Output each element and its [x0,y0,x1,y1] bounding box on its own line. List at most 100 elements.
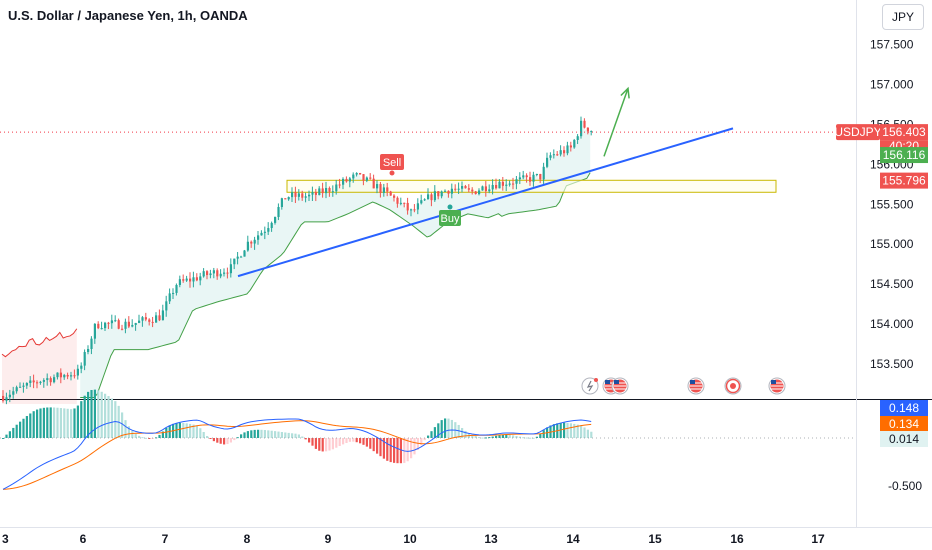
candle [321,182,324,198]
candle [189,272,192,288]
candle [450,183,453,199]
candle-body [127,321,130,327]
candle-body [359,172,362,175]
macd-hist-bar [420,438,423,446]
candle-body [471,189,474,192]
macd-hist-bar [121,412,124,438]
macd-hist-bar [573,423,576,438]
time-tick-label: 7 [162,532,169,546]
candle [36,380,39,389]
candle [168,288,171,305]
candle [257,231,260,245]
candle [158,309,161,322]
macd-hist-bar [2,438,5,439]
projection-arrow[interactable] [603,86,630,157]
candle [342,177,345,190]
price-axis[interactable]: 153.500154.000154.500155.000155.500156.0… [834,38,928,494]
candle-body [372,178,375,189]
candle-body [12,391,15,395]
candle-body [236,256,239,259]
candle-body [233,258,236,265]
candle-body [5,397,8,401]
candle-body [542,166,545,180]
candle [464,184,467,189]
candle [430,192,433,207]
event-icons[interactable] [581,377,786,395]
candle [491,179,494,195]
candle-body [376,184,379,189]
candle [318,186,321,196]
candle-body [80,365,83,369]
macd-hist-bar [410,438,413,459]
macd-hist-bar [267,430,270,438]
candle-body [369,177,372,179]
macd-hist-bar [328,438,331,451]
candle [270,221,273,232]
candle [104,321,107,332]
stop-fill-red [2,328,77,404]
symbol-tag: USDJPY [834,124,882,141]
candle [80,362,83,374]
macd-hist-bar [539,433,542,438]
candle [304,192,307,203]
us-flag-icon [687,377,705,395]
macd-hist-bar [124,420,127,438]
stop-green-tag: 156.116 [880,147,928,164]
candle-body [321,188,324,194]
candle [481,185,484,191]
candle [263,226,266,240]
signal-value-tag: 0.134 [880,416,928,432]
stop-line-red [1,328,78,358]
candle-body [56,372,59,378]
candle [518,172,521,185]
macd-hist-bar [369,438,372,449]
candle [117,318,120,330]
macd-hist-bar [437,423,440,438]
candle-body [260,232,263,236]
time-tick-label: 14 [566,532,580,546]
macd-hist-bar [430,431,433,438]
macd-hist-bar [321,438,324,452]
candle [182,274,185,283]
time-axis[interactable]: 3 6 7 8 9 10 13 14 15 16 17 [2,532,825,546]
macd-hist-bar [314,438,317,449]
macd-hist-bar [274,431,277,438]
candle-body [467,188,470,190]
candle [423,198,426,201]
currency-button[interactable]: JPY [882,4,924,30]
macd-hist-bar [304,438,307,440]
macd-hist-bar [219,438,222,444]
candle [12,386,15,399]
candle [127,316,130,329]
candle-body [199,276,202,281]
candle [19,382,22,388]
candle [406,197,409,215]
candle-body [185,278,188,281]
macd-hist-bar [376,438,379,454]
trailing-stop-band [1,127,591,404]
macd-hist-bar [464,430,467,438]
signal-markers[interactable]: Sell Buy [380,154,461,226]
candlestick-series [0,116,856,405]
price-tick-label: 155.500 [870,197,914,211]
support-zone[interactable] [286,179,777,193]
candle-body [386,187,389,192]
macd-hist-bar [93,389,96,438]
macd-hist-bar [352,438,355,442]
candle [155,312,158,323]
candle [301,190,304,201]
candle-body [104,322,107,329]
candle-body [226,272,229,274]
candle [515,176,518,190]
macd-hist-bar [189,423,192,438]
candle-body [280,198,283,207]
macd-hist-bar [25,416,28,438]
candle [410,208,413,217]
trend-line[interactable] [237,127,734,278]
last-price-tag-text: 156.403 [882,125,926,139]
macd-hist-bar [569,423,572,438]
macd-hist-bar [192,424,195,438]
candle-body [518,177,521,180]
macd-hist-bar [525,437,528,439]
